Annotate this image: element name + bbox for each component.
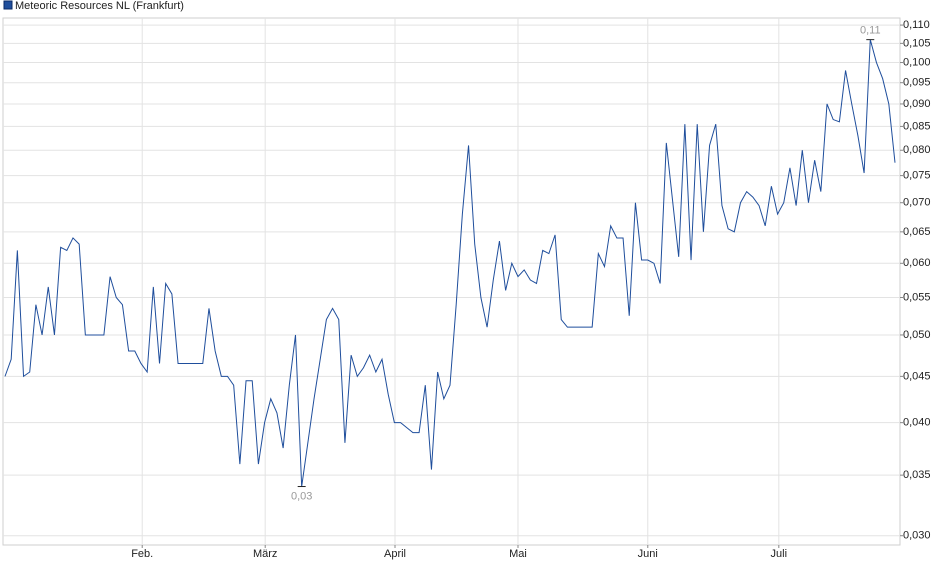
x-tick-label: Juli [771, 548, 788, 560]
price-line [4, 39, 896, 487]
y-tick-label: 0,055 [903, 291, 931, 303]
y-tick-label: 0,085 [903, 120, 931, 132]
y-tick-label: 0,045 [903, 370, 931, 382]
y-tick-label: 0,040 [903, 417, 931, 429]
x-tick-label: März [253, 548, 277, 560]
y-tick-label: 0,060 [903, 257, 931, 269]
x-tick-label: Feb. [131, 548, 153, 560]
y-tick-label: 0,070 [903, 197, 931, 209]
legend-swatch [3, 0, 13, 10]
y-tick-label: 0,100 [903, 56, 931, 68]
x-tick-label: Juni [638, 548, 658, 560]
y-tick-label: 0,110 [903, 19, 930, 31]
legend-label: Meteoric Resources NL (Frankfurt) [15, 0, 184, 12]
min-label: 0,03 [291, 490, 312, 502]
plot-frame [2, 17, 901, 546]
x-tick-label: Mai [509, 548, 527, 560]
y-tick-label: 0,075 [903, 170, 931, 182]
y-tick-label: 0,105 [903, 37, 931, 49]
y-tick-label: 0,030 [903, 530, 931, 542]
max-label: 0,11 [860, 25, 881, 37]
y-tick-label: 0,080 [903, 144, 931, 156]
y-tick-label: 0,065 [903, 226, 931, 238]
x-tick-label: April [384, 548, 406, 560]
y-tick-label: 0,090 [903, 98, 931, 110]
y-tick-label: 0,095 [903, 77, 931, 89]
y-tick-label: 0,035 [903, 469, 931, 481]
y-tick-label: 0,050 [903, 329, 931, 341]
